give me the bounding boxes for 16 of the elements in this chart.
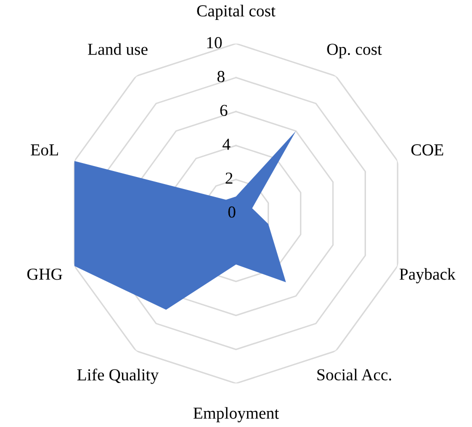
spoke-label: EoL: [30, 144, 58, 156]
spoke-label: Life Quality: [77, 368, 159, 384]
y-tick-label: 2: [226, 172, 232, 184]
spoke-label: Payback: [400, 268, 456, 284]
spoke-label: Op. cost: [327, 44, 382, 58]
spoke-label: Land use: [88, 43, 148, 55]
y-tick-label: 10: [207, 37, 222, 48]
spoke-label: COE: [411, 144, 444, 156]
spoke-label: Employment: [193, 407, 279, 422]
spoke-label: Social Acc.: [317, 368, 392, 380]
y-tick-label: 8: [217, 70, 224, 82]
y-tick-label: 6: [220, 104, 228, 116]
spoke-label: Capital cost: [197, 4, 276, 20]
y-tick-label: 4: [222, 138, 230, 150]
spoke-label: GHG: [27, 268, 62, 280]
y-tick-label: 0: [228, 206, 236, 218]
